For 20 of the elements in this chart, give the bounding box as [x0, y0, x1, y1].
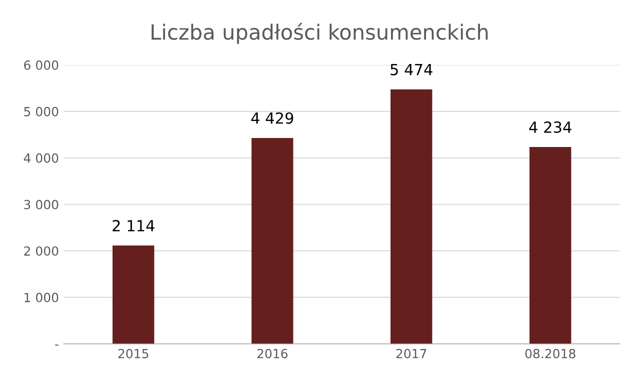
x-tick-label: 08.2018	[525, 348, 576, 358]
x-tick-label: 2015	[118, 348, 148, 358]
data-label: 4 234	[529, 121, 572, 133]
y-tick-label: 6 000	[24, 60, 58, 70]
bar	[529, 147, 572, 344]
bar	[390, 89, 432, 344]
y-tick-label: 1 000	[24, 292, 58, 302]
chart-title: Liczba upadłości konsumenckich	[152, 22, 488, 44]
y-tick-label: -	[55, 344, 58, 346]
y-tick-label: 2 000	[24, 246, 58, 256]
bar	[112, 246, 154, 344]
bar	[252, 138, 294, 344]
x-tick-label: 2016	[257, 348, 288, 358]
data-label: 2 114	[112, 220, 154, 232]
y-tick-label: 4 000	[24, 153, 58, 163]
x-tick-label: 2017	[396, 348, 426, 358]
y-tick-label: 3 000	[24, 200, 58, 210]
data-label: 4 429	[251, 112, 294, 124]
data-label: 5 474	[390, 64, 432, 76]
y-tick-label: 5 000	[24, 106, 58, 116]
